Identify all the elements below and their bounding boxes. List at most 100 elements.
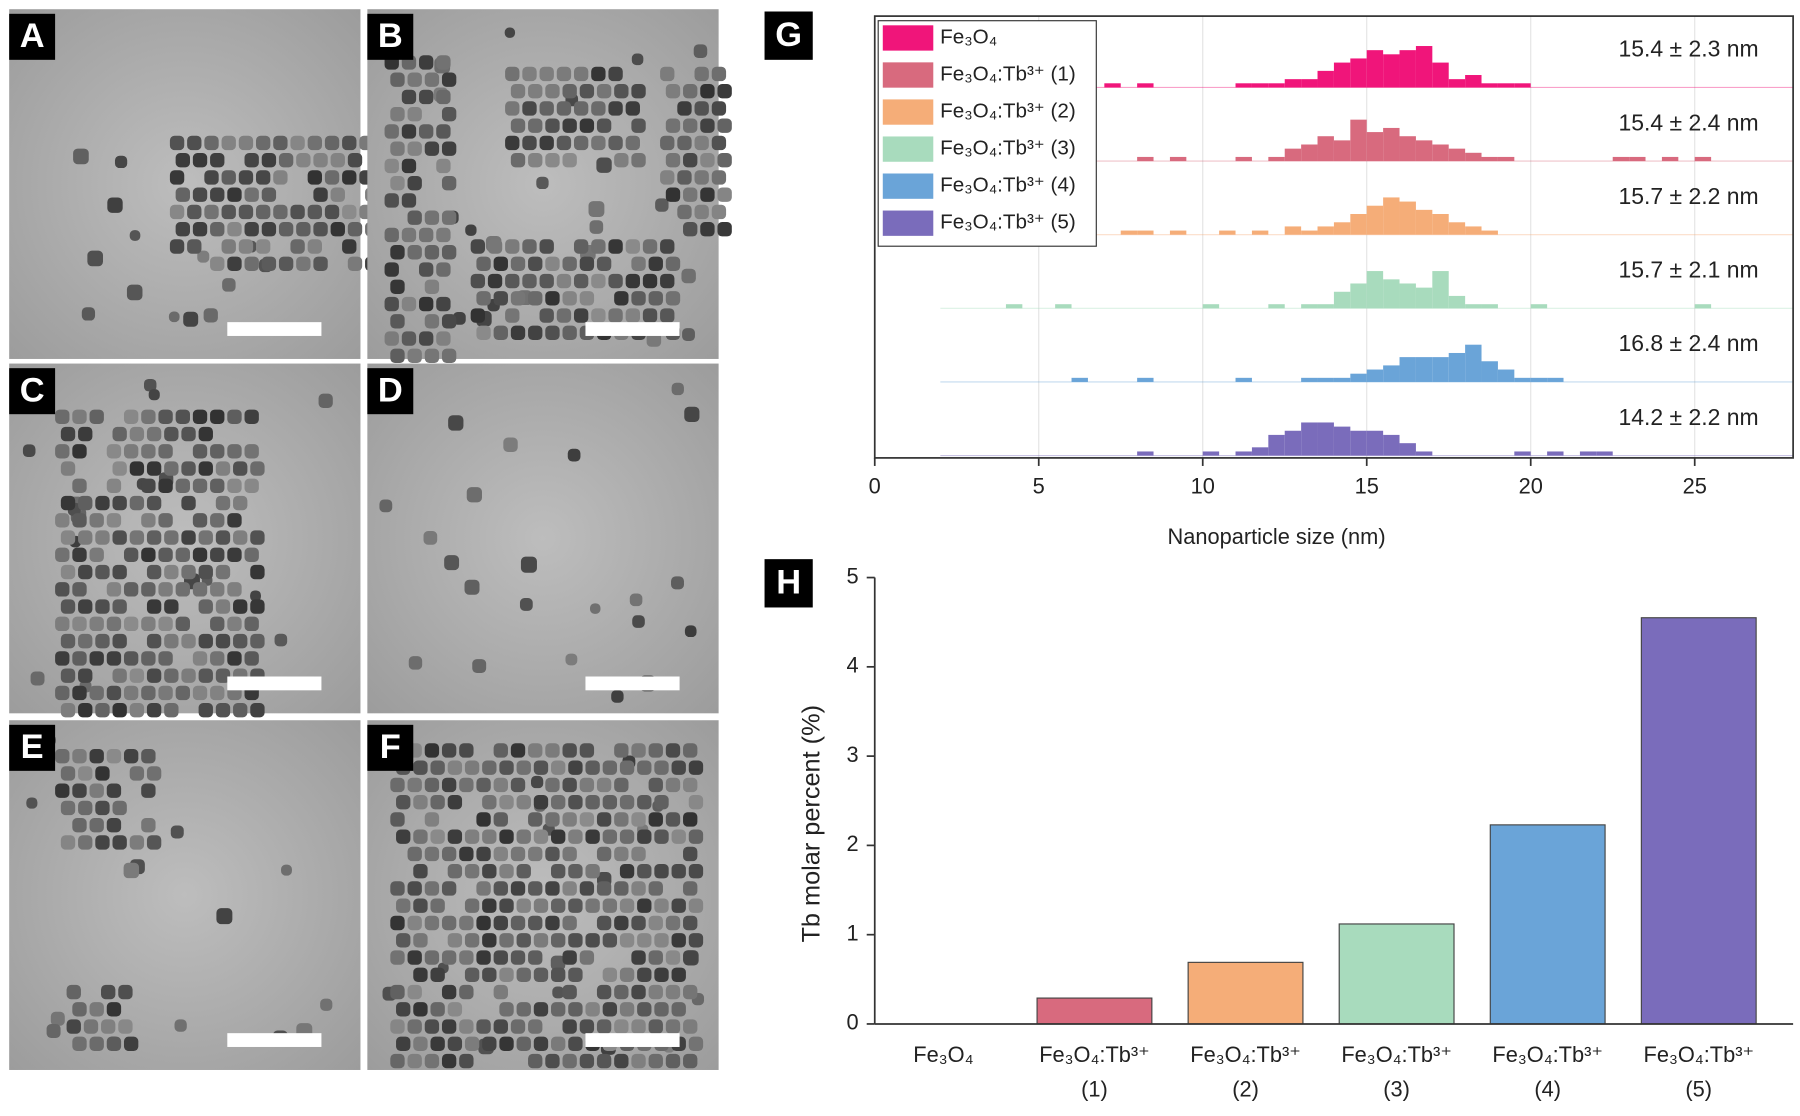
panel-label: B [378, 17, 403, 55]
legend-label: Fe₃O₄:Tb³⁺ (2) [940, 100, 1076, 123]
particle [123, 1036, 139, 1051]
particle [551, 829, 566, 844]
particle [677, 204, 692, 220]
particle [516, 898, 531, 913]
particle [579, 256, 595, 271]
particle [665, 256, 681, 271]
particle [175, 478, 190, 493]
particle [510, 256, 526, 271]
particle [215, 668, 231, 683]
particle [654, 829, 669, 844]
particle [482, 795, 497, 810]
particle [181, 530, 196, 545]
particle [396, 795, 411, 810]
particle [227, 513, 242, 528]
particle [551, 933, 566, 948]
particle [614, 812, 629, 827]
size-annotation: 16.8 ± 2.4 nm [1619, 330, 1759, 356]
particle [330, 153, 345, 168]
particle [654, 1002, 669, 1017]
hist-bar [1301, 230, 1318, 235]
legend-label: Fe₃O₄:Tb³⁺ (3) [940, 137, 1076, 160]
hist-bar [1383, 365, 1400, 382]
particle [390, 1053, 405, 1069]
particle [164, 668, 179, 683]
particle [545, 83, 560, 99]
particle [141, 582, 156, 597]
particle [545, 812, 560, 827]
particle [470, 308, 486, 323]
hist-bar [1350, 58, 1367, 88]
particle [671, 933, 686, 948]
particle [476, 1019, 491, 1034]
particle [408, 656, 423, 670]
particle [227, 651, 242, 666]
legend-swatch [882, 25, 934, 51]
particle [700, 83, 715, 99]
particle [55, 444, 70, 459]
particle [602, 1002, 618, 1017]
particle [619, 967, 635, 982]
particle [324, 204, 340, 220]
particle [711, 135, 727, 151]
particle [642, 273, 658, 289]
particle [608, 66, 623, 82]
particle [493, 291, 508, 306]
particle [441, 314, 457, 329]
particle [192, 582, 208, 597]
particle [625, 273, 640, 289]
particle [533, 1036, 549, 1051]
particle [631, 950, 646, 965]
particle [324, 135, 340, 151]
particle [717, 222, 732, 237]
hist-bar [1448, 148, 1466, 162]
particle [711, 170, 727, 185]
scale-bar [227, 676, 322, 691]
particle [141, 651, 156, 666]
particle [619, 795, 635, 810]
x-tick-label: (4) [1534, 1076, 1561, 1101]
particle [384, 331, 399, 346]
particle [493, 777, 508, 793]
particle [660, 170, 675, 185]
particle [654, 760, 669, 775]
particle [101, 1019, 116, 1034]
particle [585, 933, 600, 948]
particle [413, 760, 428, 775]
particle [648, 915, 663, 931]
particle [215, 599, 231, 614]
particle [596, 915, 612, 931]
particle [227, 478, 242, 493]
particle [448, 415, 464, 431]
particle [556, 273, 572, 289]
particle [413, 933, 428, 948]
particle [551, 1036, 566, 1051]
tem-image: B [367, 9, 732, 363]
particle [396, 933, 411, 948]
particle [510, 153, 526, 168]
particle [78, 702, 93, 718]
particle [677, 135, 692, 151]
x-tick-label: Fe₃O₄:Tb³⁺ [1039, 1042, 1149, 1067]
particle [671, 829, 686, 844]
particle [72, 547, 87, 563]
particle [533, 829, 549, 844]
particle [493, 950, 508, 965]
particle [476, 881, 491, 896]
particle [505, 308, 520, 323]
particle [516, 829, 531, 844]
particle [330, 222, 345, 237]
hist-bar [1366, 271, 1384, 309]
size-annotation: 14.2 ± 2.2 nm [1619, 404, 1759, 430]
hist-bar [1333, 140, 1351, 162]
scale-bar [585, 322, 680, 336]
particle [596, 1019, 612, 1034]
hist-bar [1415, 140, 1433, 162]
particle [551, 1002, 566, 1017]
particle [424, 777, 440, 793]
particle [129, 702, 145, 718]
particle [585, 864, 600, 879]
particle [424, 210, 440, 225]
particle [95, 702, 110, 718]
particle [423, 531, 438, 545]
